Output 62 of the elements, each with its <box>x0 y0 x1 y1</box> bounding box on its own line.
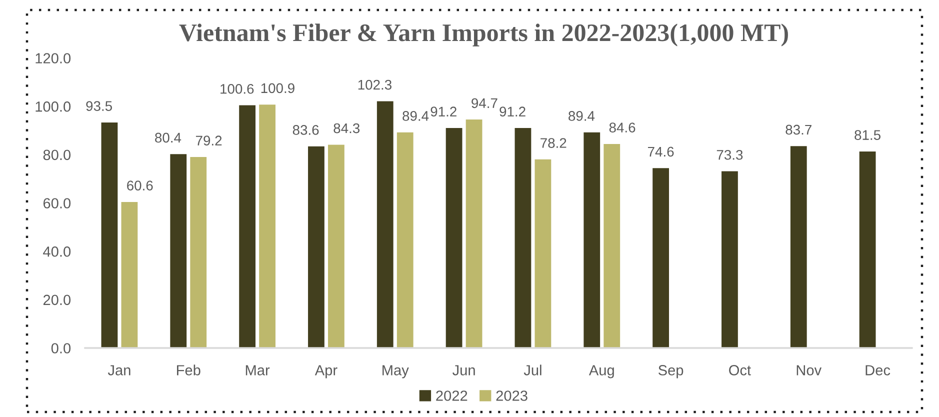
data-label: 81.5 <box>854 130 880 140</box>
y-tick-label: 40.0 <box>43 246 71 257</box>
x-tick-label: Sep <box>658 365 684 378</box>
x-tick-label: Jun <box>452 365 475 376</box>
legend-label: 2023 <box>496 390 528 401</box>
x-tick-label: Jul <box>524 364 542 376</box>
bar <box>396 132 414 348</box>
data-label: 89.4 <box>402 111 429 121</box>
bar <box>720 170 739 348</box>
bar <box>307 146 326 348</box>
y-tick-label: 0.0 <box>51 343 71 354</box>
x-tick-label: Mar <box>246 365 270 376</box>
legend-label: 2022 <box>436 390 468 401</box>
data-label: 80.4 <box>155 132 182 143</box>
data-label: 83.7 <box>786 124 812 135</box>
y-tick-label: 60.0 <box>43 198 71 208</box>
data-label: 93.5 <box>86 101 112 111</box>
x-tick-label: May <box>382 365 409 378</box>
bar <box>376 100 394 348</box>
bar <box>189 156 208 348</box>
bar <box>100 122 118 348</box>
bar <box>465 118 484 348</box>
data-label: 89.4 <box>568 111 595 121</box>
bar <box>258 104 276 348</box>
data-label: 100.6 <box>220 84 254 94</box>
data-label: 102.3 <box>358 80 392 90</box>
bar <box>790 145 808 348</box>
data-label: 79.2 <box>196 136 222 146</box>
bar <box>514 127 532 348</box>
bar <box>534 158 552 348</box>
data-label: 100.9 <box>261 83 294 94</box>
bar <box>652 167 670 348</box>
data-label: 84.6 <box>609 122 636 132</box>
y-tick-label: 100.0 <box>36 101 71 112</box>
bar <box>120 201 138 348</box>
x-tick-label: Apr <box>314 365 338 378</box>
x-tick-label: Nov <box>796 365 822 376</box>
data-label: 94.7 <box>472 98 498 108</box>
data-label: 84.3 <box>334 123 360 134</box>
x-tick-label: Oct <box>729 365 751 376</box>
chart-title: Vietnam's Fiber & Yarn Imports in 2022-2023(1,000 MT) <box>179 24 788 46</box>
x-tick-label: Jan <box>108 365 130 376</box>
x-tick-label: Aug <box>588 365 614 378</box>
bar <box>327 144 346 348</box>
data-label: 91.2 <box>430 106 456 117</box>
bar <box>582 132 601 348</box>
y-tick-label: 20.0 <box>43 294 71 306</box>
data-label: 73.3 <box>716 150 743 160</box>
data-label: 60.6 <box>127 180 153 190</box>
data-label: 74.6 <box>648 146 674 157</box>
data-label: 83.6 <box>292 125 319 135</box>
bar <box>858 150 877 348</box>
data-label: 78.2 <box>540 138 566 148</box>
bar <box>169 153 188 348</box>
bar <box>238 104 256 348</box>
y-tick-label: 120.0 <box>36 53 71 64</box>
x-tick-label: Dec <box>866 365 890 376</box>
x-tick-label: Feb <box>177 364 200 376</box>
data-label: 91.2 <box>500 106 526 117</box>
y-tick-label: 80.0 <box>43 150 71 160</box>
bar <box>602 143 621 348</box>
bar <box>445 127 464 348</box>
